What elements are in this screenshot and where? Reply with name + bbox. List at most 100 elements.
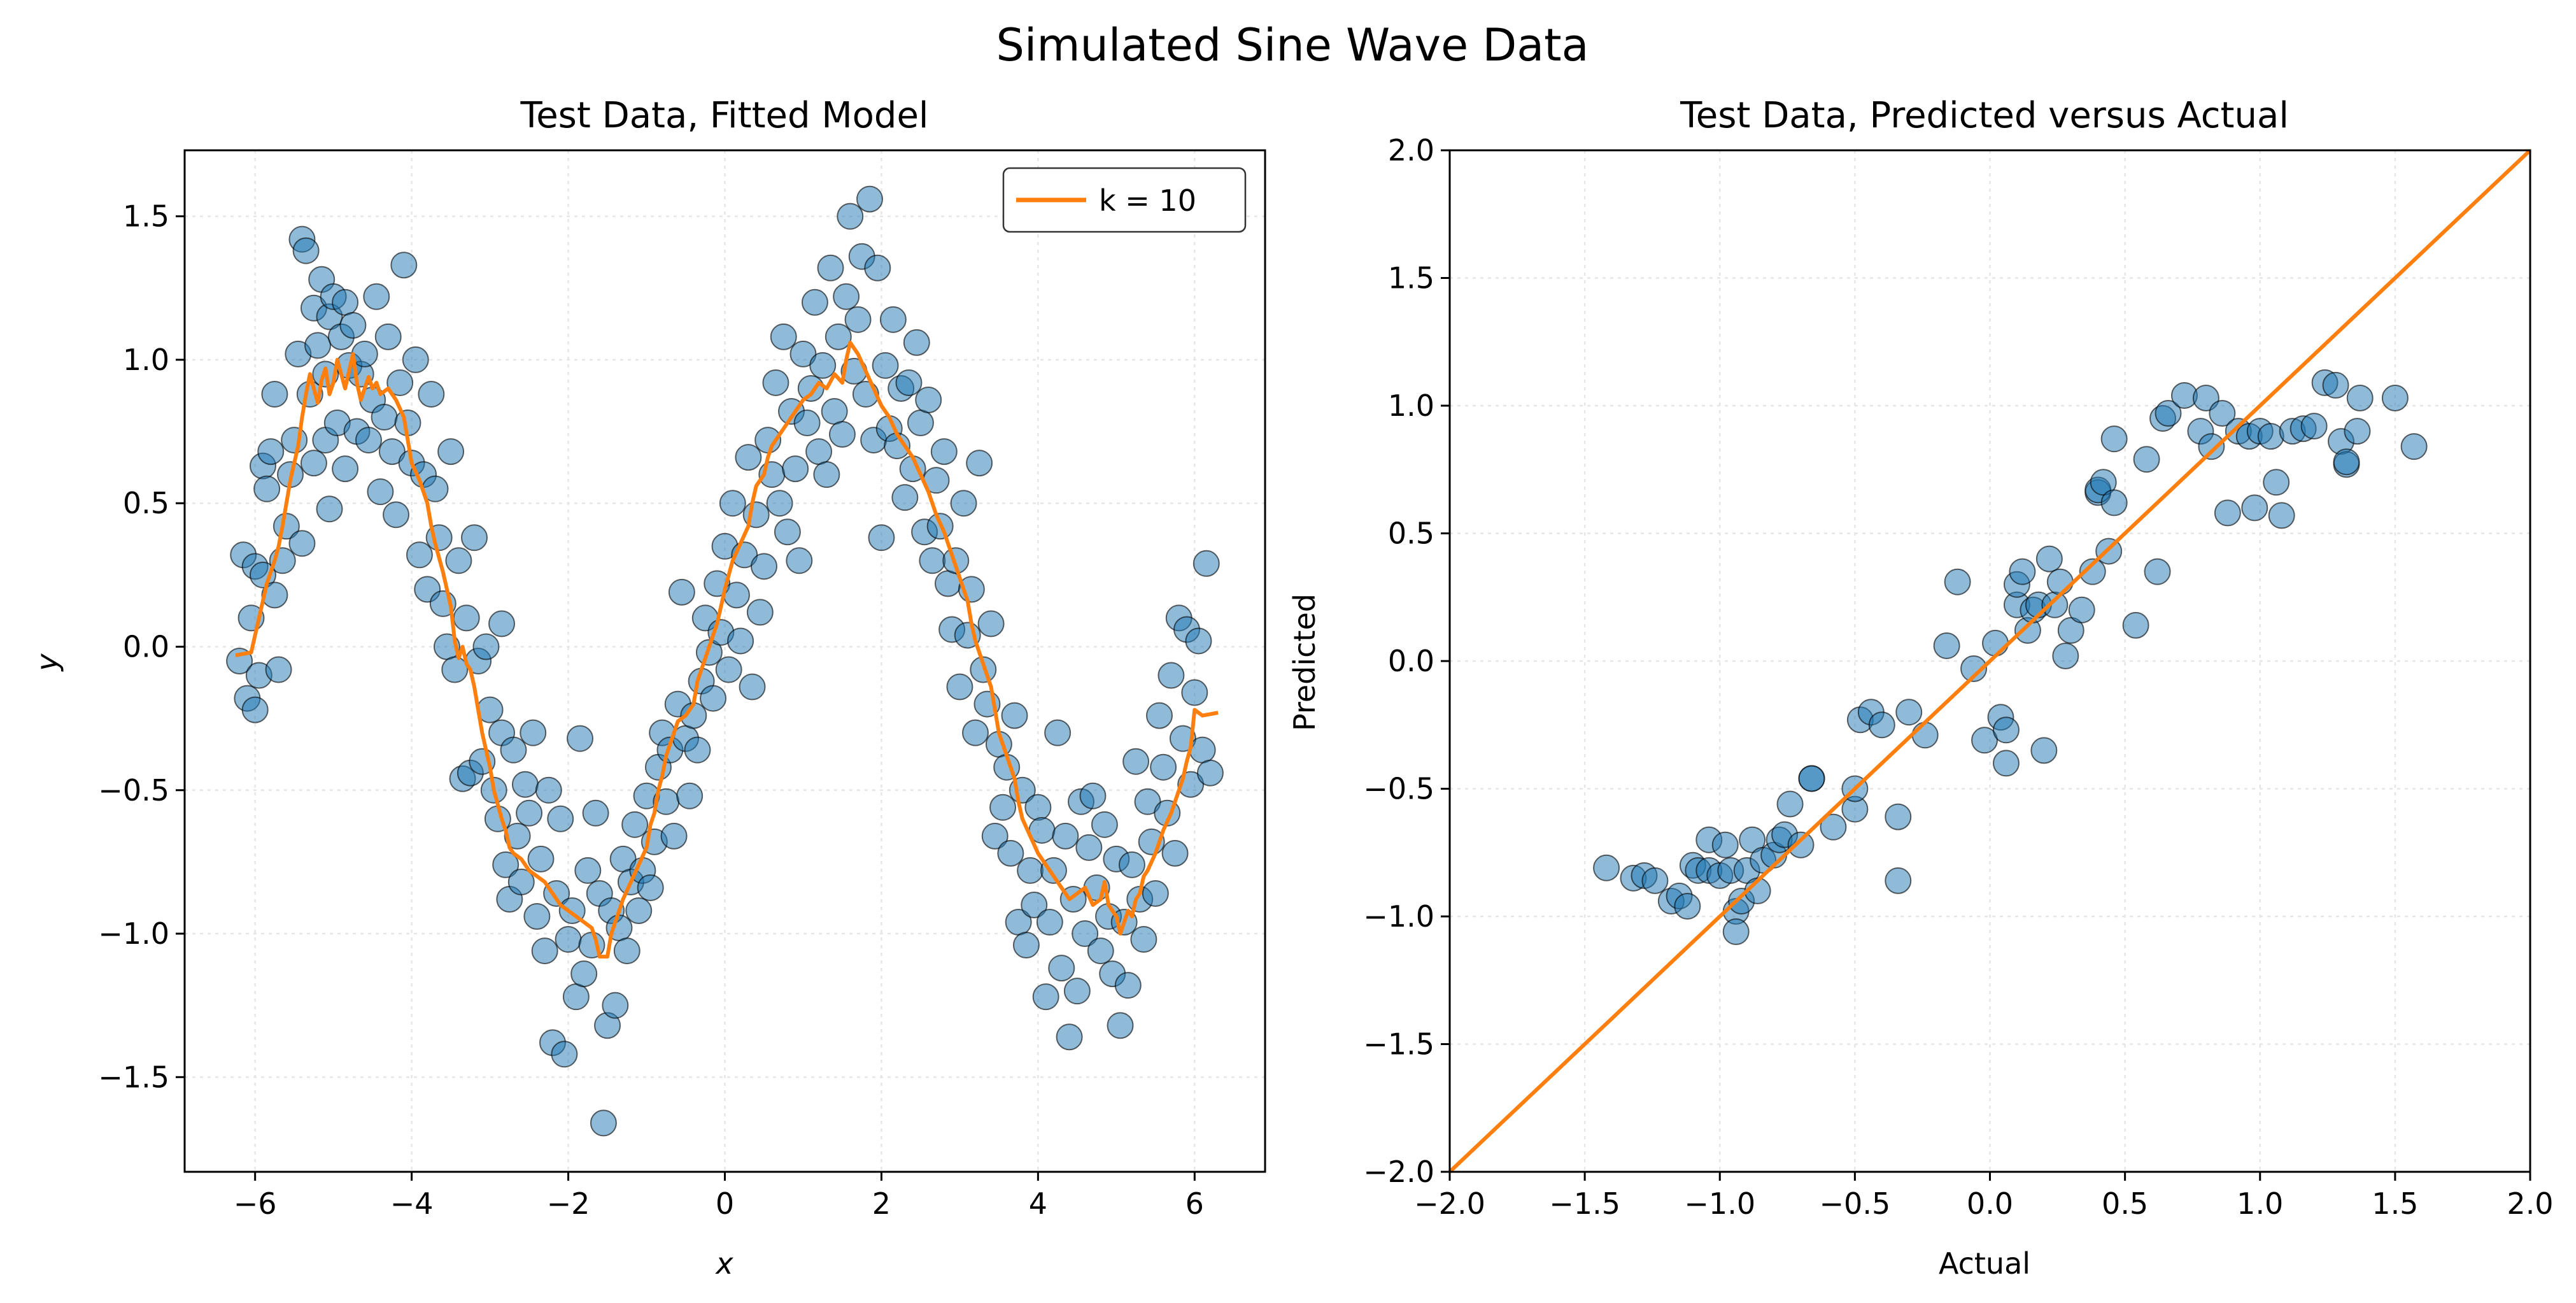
left-data-point-156 — [801, 288, 828, 316]
left-data-point-105 — [602, 992, 629, 1019]
left-data-point-173 — [868, 524, 895, 552]
left-data-point-212 — [1021, 891, 1048, 918]
left-data-point-198 — [966, 450, 993, 477]
right-data-point-52 — [2030, 737, 2058, 764]
left-data-point-215 — [1032, 983, 1059, 1011]
left-data-point-189 — [930, 438, 958, 466]
right-series-line — [1448, 148, 2532, 1174]
left-data-point-186 — [919, 547, 946, 574]
left-data-point-68 — [460, 524, 488, 552]
left-data-point-21 — [292, 237, 320, 264]
left-data-point-126 — [684, 736, 711, 764]
left-data-point-256 — [1192, 550, 1220, 577]
right-data-point-94 — [2381, 384, 2409, 411]
left-data-point-9 — [253, 475, 281, 502]
left-data-point-201 — [977, 610, 1005, 637]
left-data-point-207 — [1001, 702, 1028, 729]
left-data-point-13 — [265, 656, 292, 683]
right-scatter-points — [1593, 369, 2428, 946]
left-data-point-174 — [872, 352, 899, 379]
left-scatter-points — [226, 185, 1224, 1137]
left-data-point-54 — [406, 541, 433, 569]
left-data-point-57 — [418, 380, 445, 408]
right-data-point-86 — [2300, 413, 2328, 440]
left-data-point-48 — [383, 501, 410, 529]
left-y-tick-label-3: 0.0 — [123, 629, 169, 664]
left-y-tick-label-1: −1.0 — [98, 916, 169, 951]
right-data-point-75 — [2209, 400, 2236, 427]
left-y-axis-label: y — [30, 653, 64, 673]
left-data-point-124 — [676, 782, 704, 809]
right-data-point-45 — [1992, 716, 2020, 744]
right-data-point-76 — [2214, 499, 2241, 527]
left-data-point-23 — [300, 450, 327, 477]
left-data-point-45 — [371, 404, 398, 431]
figure-suptitle: Simulated Sine Wave Data — [996, 19, 1589, 71]
right-x-tick-label-1: −1.5 — [1549, 1186, 1620, 1221]
left-data-point-142 — [746, 599, 774, 626]
right-panel-predicted-vs-actual: Test Data, Predicted versus Actual Actua… — [1287, 95, 2554, 1281]
left-data-point-37 — [339, 311, 367, 339]
left-data-point-213 — [1024, 794, 1052, 821]
left-x-tick-label-3: 0 — [716, 1186, 734, 1221]
left-data-point-100 — [582, 799, 609, 827]
left-data-point-77 — [492, 851, 520, 878]
left-data-point-84 — [520, 719, 547, 746]
left-data-point-97 — [570, 960, 598, 988]
right-data-point-79 — [2241, 494, 2268, 522]
right-y-tick-label-4: 0.0 — [1388, 644, 1434, 678]
right-data-point-35 — [1885, 867, 1912, 894]
left-data-point-139 — [735, 444, 762, 471]
left-legend-box — [1002, 167, 1247, 233]
left-x-axis-label: x — [714, 1246, 733, 1281]
left-data-point-130 — [700, 685, 727, 712]
left-data-point-244 — [1145, 702, 1173, 729]
left-series-line — [235, 340, 1219, 959]
left-data-point-62 — [437, 438, 465, 466]
right-x-ticks: −2.0 −1.5 −1.0 −0.5 0.0 0.5 1.0 1.5 2.0 — [1414, 1172, 2554, 1221]
left-data-point-248 — [1161, 839, 1189, 867]
left-data-point-223 — [1063, 978, 1091, 1005]
right-data-point-15 — [1722, 918, 1750, 946]
right-y-ticks: −2.0 −1.5 −1.0 −0.5 0.0 0.5 1.0 1.5 2.0 — [1363, 133, 1450, 1189]
left-data-point-247 — [1157, 662, 1185, 689]
right-data-point-65 — [2100, 489, 2128, 516]
left-data-point-197 — [962, 719, 989, 746]
left-data-point-206 — [997, 839, 1024, 867]
left-data-point-221 — [1056, 1023, 1083, 1051]
right-data-point-40 — [1960, 655, 1988, 683]
left-data-point-122 — [668, 578, 695, 606]
left-data-point-159 — [813, 461, 840, 488]
left-data-point-211 — [1017, 857, 1044, 884]
left-data-point-220 — [1052, 822, 1079, 850]
right-y-tick-label-0: −2.0 — [1363, 1155, 1434, 1189]
left-data-point-194 — [950, 490, 977, 517]
right-data-point-48 — [2009, 558, 2036, 585]
left-data-point-80 — [504, 822, 531, 850]
left-data-point-137 — [727, 627, 754, 655]
left-data-point-63 — [441, 656, 469, 683]
left-data-point-163 — [828, 421, 856, 448]
right-data-point-58 — [2068, 596, 2095, 623]
left-data-point-108 — [613, 937, 640, 965]
left-data-point-237 — [1118, 851, 1145, 878]
right-data-point-55 — [2046, 568, 2074, 595]
left-data-point-179 — [891, 484, 919, 511]
left-panel-title: Test Data, Fitted Model — [520, 95, 929, 136]
left-data-point-216 — [1036, 909, 1063, 936]
left-data-point-257 — [1196, 759, 1224, 787]
left-data-point-158 — [809, 352, 837, 379]
right-x-tick-label-2: −1.0 — [1684, 1186, 1755, 1221]
left-data-point-91 — [547, 805, 574, 832]
right-x-tick-label-6: 1.0 — [2237, 1186, 2283, 1221]
right-data-point-91 — [2333, 448, 2360, 476]
left-x-tick-label-6: 6 — [1185, 1186, 1204, 1221]
left-data-point-234 — [1107, 1012, 1134, 1039]
left-data-point-182 — [903, 329, 930, 356]
right-data-point-53 — [2035, 545, 2063, 573]
left-data-point-83 — [516, 799, 543, 827]
left-y-tick-label-4: 0.5 — [123, 486, 169, 520]
left-data-point-236 — [1114, 972, 1142, 999]
right-data-point-24 — [1776, 790, 1804, 818]
